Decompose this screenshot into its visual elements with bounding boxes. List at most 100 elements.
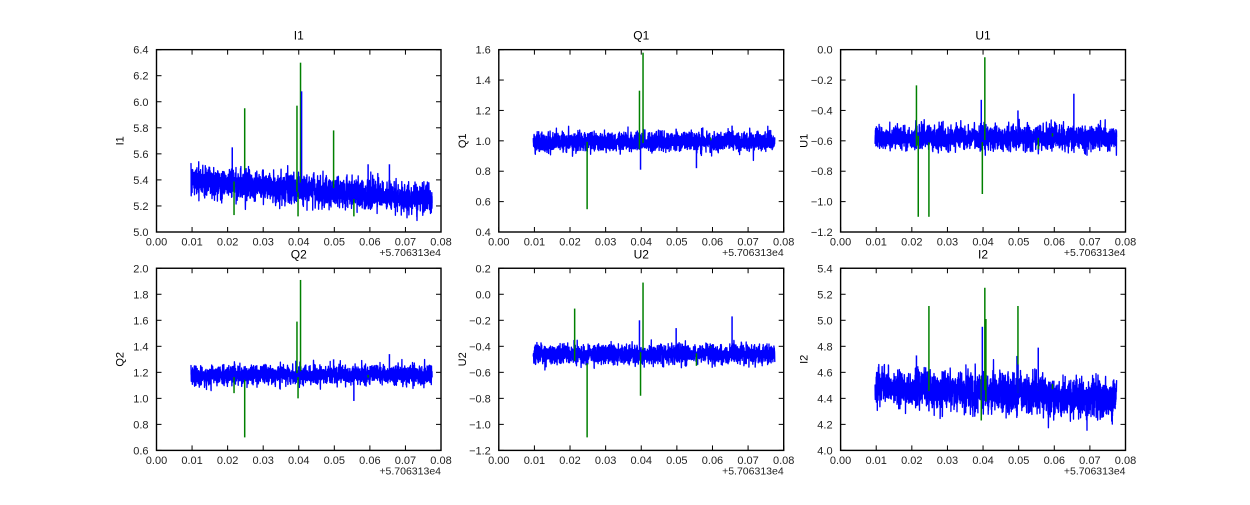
svg-text:−1.0: −1.0 bbox=[811, 197, 833, 209]
svg-text:5.0: 5.0 bbox=[133, 227, 148, 239]
svg-text:−0.4: −0.4 bbox=[469, 341, 491, 353]
svg-text:0.02: 0.02 bbox=[559, 455, 580, 467]
svg-text:5.2: 5.2 bbox=[133, 201, 148, 213]
svg-text:1.0: 1.0 bbox=[476, 136, 491, 148]
svg-text:6.0: 6.0 bbox=[133, 97, 148, 109]
svg-text:0.05: 0.05 bbox=[1008, 455, 1029, 467]
svg-text:−1.0: −1.0 bbox=[469, 419, 491, 431]
svg-text:U1: U1 bbox=[975, 29, 991, 43]
svg-text:4.4: 4.4 bbox=[817, 393, 832, 405]
svg-text:1.4: 1.4 bbox=[133, 341, 148, 353]
svg-text:0.05: 0.05 bbox=[1008, 237, 1029, 249]
svg-text:−0.6: −0.6 bbox=[811, 136, 833, 148]
svg-text:+5.706313e4: +5.706313e4 bbox=[1064, 466, 1126, 478]
svg-text:4.8: 4.8 bbox=[817, 341, 832, 353]
svg-text:0.01: 0.01 bbox=[865, 237, 886, 249]
svg-text:1.2: 1.2 bbox=[133, 367, 148, 379]
svg-text:1.6: 1.6 bbox=[476, 45, 491, 57]
svg-text:0.01: 0.01 bbox=[524, 237, 545, 249]
svg-text:U2: U2 bbox=[457, 352, 469, 366]
svg-text:0.04: 0.04 bbox=[972, 455, 993, 467]
svg-text:1.0: 1.0 bbox=[133, 393, 148, 405]
svg-text:0.00: 0.00 bbox=[146, 237, 167, 249]
svg-text:Q1: Q1 bbox=[457, 133, 469, 148]
svg-text:0.05: 0.05 bbox=[324, 455, 345, 467]
svg-text:1.2: 1.2 bbox=[476, 105, 491, 117]
svg-text:5.6: 5.6 bbox=[133, 149, 148, 161]
svg-text:5.8: 5.8 bbox=[133, 123, 148, 135]
svg-text:−0.2: −0.2 bbox=[469, 315, 491, 327]
svg-text:Q2: Q2 bbox=[291, 247, 307, 261]
svg-text:1.4: 1.4 bbox=[476, 75, 491, 87]
svg-text:0.06: 0.06 bbox=[1044, 237, 1065, 249]
svg-text:U1: U1 bbox=[799, 134, 811, 148]
svg-text:−0.8: −0.8 bbox=[811, 166, 833, 178]
svg-text:I2: I2 bbox=[978, 247, 988, 261]
svg-text:0.01: 0.01 bbox=[181, 237, 202, 249]
svg-text:I2: I2 bbox=[799, 355, 811, 364]
svg-text:U2: U2 bbox=[634, 247, 650, 261]
svg-text:0.02: 0.02 bbox=[217, 237, 238, 249]
svg-text:+5.706313e4: +5.706313e4 bbox=[722, 247, 784, 259]
svg-text:0.00: 0.00 bbox=[830, 237, 851, 249]
svg-text:Q2: Q2 bbox=[115, 352, 127, 367]
svg-text:+5.706313e4: +5.706313e4 bbox=[722, 466, 784, 478]
svg-text:0.05: 0.05 bbox=[324, 237, 345, 249]
svg-text:0.06: 0.06 bbox=[359, 237, 380, 249]
svg-text:0.01: 0.01 bbox=[524, 455, 545, 467]
svg-text:0.0: 0.0 bbox=[817, 45, 832, 57]
svg-text:0.03: 0.03 bbox=[595, 237, 616, 249]
svg-text:0.00: 0.00 bbox=[830, 455, 851, 467]
svg-text:0.6: 0.6 bbox=[476, 197, 491, 209]
svg-text:0.02: 0.02 bbox=[901, 237, 922, 249]
svg-text:−0.8: −0.8 bbox=[469, 393, 491, 405]
svg-text:5.4: 5.4 bbox=[817, 263, 832, 275]
svg-text:+5.706313e4: +5.706313e4 bbox=[1064, 247, 1126, 259]
svg-text:−0.4: −0.4 bbox=[811, 105, 833, 117]
svg-text:0.00: 0.00 bbox=[146, 455, 167, 467]
svg-text:−0.6: −0.6 bbox=[469, 367, 491, 379]
svg-text:0.03: 0.03 bbox=[937, 455, 958, 467]
svg-text:+5.706313e4: +5.706313e4 bbox=[379, 247, 441, 259]
svg-text:5.0: 5.0 bbox=[817, 315, 832, 327]
svg-text:0.06: 0.06 bbox=[702, 455, 723, 467]
svg-text:0.4: 0.4 bbox=[476, 227, 491, 239]
svg-text:0.02: 0.02 bbox=[217, 455, 238, 467]
svg-text:0.04: 0.04 bbox=[288, 455, 309, 467]
svg-text:0.02: 0.02 bbox=[901, 455, 922, 467]
svg-text:0.2: 0.2 bbox=[476, 263, 491, 275]
svg-text:0.8: 0.8 bbox=[133, 419, 148, 431]
svg-text:0.06: 0.06 bbox=[702, 237, 723, 249]
svg-text:5.2: 5.2 bbox=[817, 289, 832, 301]
svg-text:0.0: 0.0 bbox=[476, 289, 491, 301]
svg-text:6.4: 6.4 bbox=[133, 45, 148, 57]
svg-text:0.03: 0.03 bbox=[252, 237, 273, 249]
svg-text:−1.2: −1.2 bbox=[469, 445, 491, 457]
svg-text:6.2: 6.2 bbox=[133, 71, 148, 83]
svg-text:I1: I1 bbox=[294, 29, 304, 43]
svg-text:4.6: 4.6 bbox=[817, 367, 832, 379]
svg-text:0.8: 0.8 bbox=[476, 166, 491, 178]
svg-text:4.2: 4.2 bbox=[817, 419, 832, 431]
svg-text:0.05: 0.05 bbox=[666, 455, 687, 467]
svg-text:0.02: 0.02 bbox=[559, 237, 580, 249]
svg-text:0.00: 0.00 bbox=[488, 455, 509, 467]
svg-text:1.6: 1.6 bbox=[133, 315, 148, 327]
svg-text:1.8: 1.8 bbox=[133, 289, 148, 301]
svg-text:5.4: 5.4 bbox=[133, 175, 148, 187]
svg-text:Q1: Q1 bbox=[633, 29, 649, 43]
svg-text:0.06: 0.06 bbox=[1044, 455, 1065, 467]
svg-text:0.00: 0.00 bbox=[488, 237, 509, 249]
svg-text:−0.2: −0.2 bbox=[811, 75, 833, 87]
svg-text:0.01: 0.01 bbox=[865, 455, 886, 467]
svg-text:0.03: 0.03 bbox=[937, 237, 958, 249]
svg-text:I1: I1 bbox=[115, 136, 127, 145]
svg-text:0.03: 0.03 bbox=[252, 455, 273, 467]
svg-text:−1.2: −1.2 bbox=[811, 227, 833, 239]
svg-text:0.06: 0.06 bbox=[359, 455, 380, 467]
svg-text:0.03: 0.03 bbox=[595, 455, 616, 467]
svg-text:2.0: 2.0 bbox=[133, 263, 148, 275]
svg-text:0.01: 0.01 bbox=[181, 455, 202, 467]
svg-text:0.04: 0.04 bbox=[631, 455, 652, 467]
svg-text:0.6: 0.6 bbox=[133, 445, 148, 457]
